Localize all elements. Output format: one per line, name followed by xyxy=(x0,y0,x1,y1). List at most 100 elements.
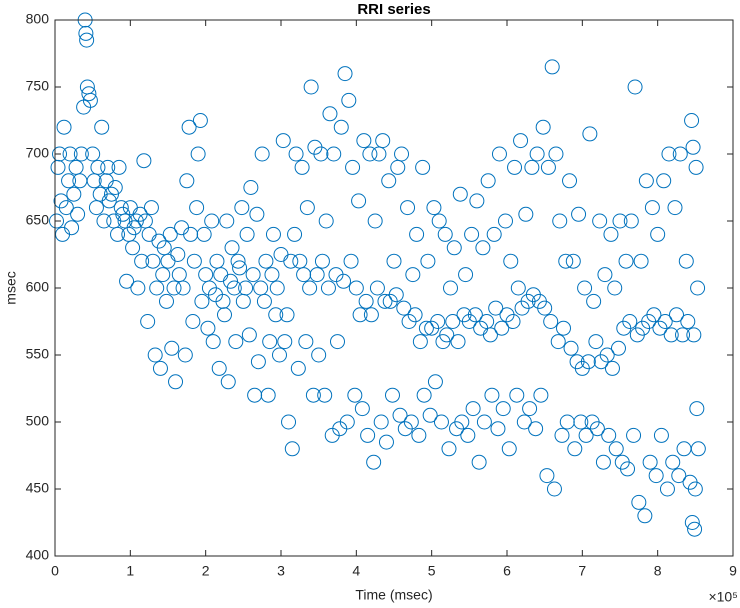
scatter-point xyxy=(66,186,82,202)
scatter-point xyxy=(275,133,291,149)
scatter-point xyxy=(418,320,434,336)
scatter-point xyxy=(540,159,556,175)
x-tick-label: 2 xyxy=(202,563,210,579)
scatter-point xyxy=(539,468,555,484)
scatter-point xyxy=(394,146,410,162)
y-tick-label: 550 xyxy=(26,346,50,362)
scatter-point xyxy=(239,226,255,242)
scatter-point xyxy=(330,334,345,350)
scatter-point xyxy=(341,92,357,108)
scatter-point xyxy=(684,113,700,128)
scatter-point xyxy=(665,454,681,470)
scatter-point xyxy=(678,253,694,269)
scatter-point xyxy=(392,407,408,423)
scatter-point xyxy=(445,314,461,329)
scatter-point xyxy=(388,287,404,303)
scatter-point xyxy=(533,387,549,403)
scatter-point xyxy=(269,280,285,296)
scatter-point xyxy=(147,347,163,363)
scatter-point xyxy=(620,461,636,477)
scatter-point xyxy=(661,146,677,162)
scatter-point xyxy=(407,307,423,323)
scatter-point xyxy=(595,454,611,470)
scatter-point xyxy=(333,119,349,135)
scatter-point xyxy=(544,59,560,75)
scatter-point xyxy=(369,280,385,296)
scatter-point xyxy=(318,213,334,229)
scatter-point xyxy=(552,213,568,229)
scatter-point xyxy=(288,146,304,162)
x-tick-label: 3 xyxy=(277,563,285,579)
scatter-point xyxy=(254,146,270,162)
scatter-point xyxy=(644,200,660,216)
scatter-point xyxy=(601,427,617,443)
x-tick-label: 9 xyxy=(729,563,737,579)
scatter-point xyxy=(162,226,178,242)
scatter-point xyxy=(290,360,306,376)
scatter-point xyxy=(343,253,359,269)
scatter-point xyxy=(567,441,583,457)
scatter-point xyxy=(352,307,368,323)
scatter-point xyxy=(675,327,691,343)
scatter-point xyxy=(409,226,425,242)
scatter-point xyxy=(107,180,123,195)
scatter-point xyxy=(488,300,504,316)
scatter-point xyxy=(439,327,455,343)
scatter-point xyxy=(256,293,272,309)
scatter-point xyxy=(200,320,216,336)
scatter-point xyxy=(303,79,319,95)
scatter-point xyxy=(415,159,431,175)
scatter-point xyxy=(360,427,376,443)
scatter-point xyxy=(687,521,703,537)
scatter-point xyxy=(377,293,393,309)
scatter-point xyxy=(130,280,146,296)
scatter-point xyxy=(588,334,604,350)
scatter-point xyxy=(510,280,526,296)
scatter-point xyxy=(234,200,250,216)
scatter-point xyxy=(685,139,701,155)
scatter-point xyxy=(283,253,299,269)
scatter-point xyxy=(149,280,165,296)
scatter-point xyxy=(101,193,117,209)
scatter-point xyxy=(690,441,706,457)
scatter-point xyxy=(469,193,485,209)
scatter-point xyxy=(524,159,540,175)
scatter-point xyxy=(589,421,605,437)
scatter-point xyxy=(70,206,86,222)
scatter-point xyxy=(501,441,517,457)
scatter-point xyxy=(422,407,438,423)
scatter-point xyxy=(277,334,293,350)
scatter-point xyxy=(431,213,447,229)
scatter-point xyxy=(298,334,314,350)
scatter-point xyxy=(100,159,116,175)
scatter-point xyxy=(522,401,538,417)
scatter-point xyxy=(558,253,574,269)
scatter-point xyxy=(185,314,201,329)
scatter-point xyxy=(562,173,578,189)
scatter-point xyxy=(181,119,197,135)
scatter-point xyxy=(684,515,700,530)
y-tick-label: 750 xyxy=(26,78,50,94)
scatter-point xyxy=(663,327,679,343)
scatter-point xyxy=(529,146,545,162)
scatter-point xyxy=(516,414,532,430)
y-tick-label: 400 xyxy=(26,547,50,563)
scatter-point xyxy=(192,113,208,128)
scatter-point xyxy=(518,206,534,222)
scatter-point xyxy=(258,253,274,269)
scatter-point xyxy=(362,146,378,162)
scatter-point xyxy=(437,226,453,242)
scatter-point xyxy=(412,334,428,350)
scatter-point xyxy=(136,153,152,169)
scatter-point xyxy=(110,226,126,242)
scatter-point xyxy=(62,146,78,162)
scatter-point xyxy=(367,213,383,229)
scatter-point xyxy=(633,253,649,269)
scatter-point xyxy=(482,327,498,343)
scatter-point xyxy=(241,327,257,343)
scatter-point xyxy=(416,387,432,403)
scatter-point xyxy=(189,200,205,216)
scatter-point xyxy=(490,421,506,437)
